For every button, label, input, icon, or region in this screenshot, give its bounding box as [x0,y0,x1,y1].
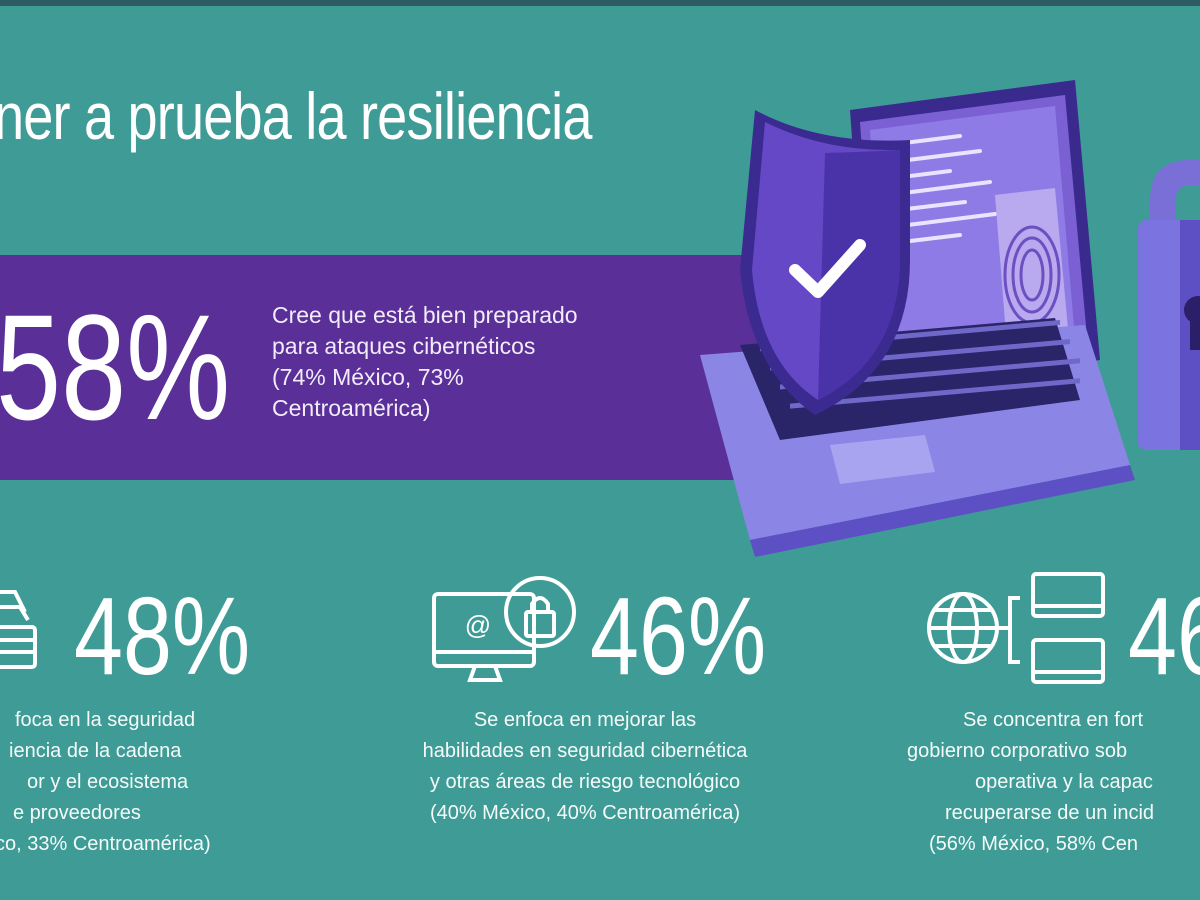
supply-chain-icon [0,590,37,669]
stat-line: foca en la seguridad [15,709,196,731]
stat-line: operativa y la capac [975,771,1153,793]
stat-line: co, 33% Centroamérica) [0,833,211,855]
stat-line: (56% México, 58% Cen [929,833,1138,855]
stat-description: foca en la seguridad iencia de la cadena… [0,705,285,860]
stat-line: (40% México, 40% Centroamérica) [429,802,741,824]
stat-description: Se enfoca en mejorar las habilidades en … [370,705,800,829]
stat-line: y otras áreas de riesgo tecnológico [429,771,741,793]
globe-network-icon [927,572,1105,684]
padlock-icon [1138,160,1200,450]
stat-percentage: 46% [590,575,767,698]
stat-line: or y el ecosistema [27,771,189,793]
email-lock-monitor-icon: @ [432,576,576,682]
highlight-line: (74% México, 73% [272,364,464,390]
stat-line: recuperarse de un incid [945,802,1155,824]
stat-line: iencia de la cadena [9,740,182,762]
highlight-line: para ataques cibernéticos [272,333,536,359]
highlight-line: Centroamérica) [272,395,431,421]
stat-description: Se concentra en fort gobierno corporativ… [905,705,1200,860]
stat-line: habilidades en seguridad cibernética [422,740,748,762]
page-title: ner a prueba la resiliencia [0,79,592,153]
stat-line: e proveedores [13,802,141,824]
stat-line: gobierno corporativo sob [907,740,1128,762]
shield-check-icon [740,110,910,415]
highlight-percentage: 58% [0,283,231,451]
stat-percentage: 46 [1128,575,1200,698]
top-border [0,0,1200,6]
svg-text:@: @ [465,610,491,640]
highlight-description: Cree que está bien preparado para ataque… [272,300,632,424]
stat-line: Se enfoca en mejorar las [473,709,697,731]
stat-line: Se concentra en fort [963,709,1144,731]
stat-percentage: 48% [74,575,251,698]
laptop-shield-illustration [700,80,1200,557]
highlight-line: Cree que está bien preparado [272,302,578,328]
